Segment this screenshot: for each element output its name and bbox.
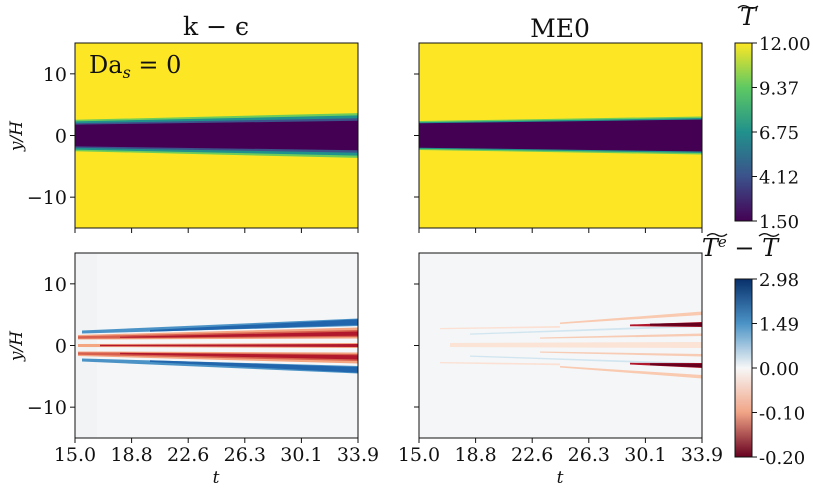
- colorbar-gradient: [734, 278, 753, 458]
- lower-outer-band-core: [150, 360, 358, 373]
- colorbar-tick-label: 2.98: [759, 270, 799, 291]
- colorbar-tick-label: 6.75: [759, 123, 799, 144]
- panel-annotation: Das = 0: [89, 51, 181, 82]
- tilde-mark: [758, 233, 780, 237]
- heatmap-bottom-left: [75, 253, 358, 438]
- y-tick-label: −10: [27, 187, 67, 209]
- lower-outer-streak: [560, 366, 702, 379]
- upper-outer-streak: [560, 311, 702, 324]
- x-tick-label: 33.9: [681, 444, 723, 466]
- y-ticks: 10 0 −10: [27, 64, 75, 209]
- y-axis-label: y/H: [7, 330, 27, 362]
- upper-faint-streak: [440, 326, 560, 330]
- y-tick-label: 0: [55, 336, 67, 358]
- x-tick-label: 30.1: [280, 444, 322, 466]
- jet-core: [419, 119, 702, 152]
- jet-core: [75, 120, 358, 151]
- colorbar-temperature: T 12.00 9.37 6.75 4.12 1.50: [734, 3, 811, 233]
- tilde-mark: [706, 233, 728, 237]
- colorbar-tick-label: 9.37: [759, 79, 799, 100]
- lower-inner-streak: [540, 351, 702, 357]
- lower-outer-band: [82, 358, 358, 374]
- panel-top-left: k − ϵ Das = 0 10 0 −10 y/H: [7, 12, 359, 233]
- colorbar-ticks: 2.98 1.49 0.00 -0.10 -0.20: [752, 270, 805, 469]
- x-tick-label: 15.0: [398, 444, 440, 466]
- colorbar-tick-label: 1.50: [759, 212, 799, 233]
- lower-blue-streak: [470, 355, 702, 365]
- lower-faint-streak: [440, 362, 560, 366]
- x-tick-label: 22.6: [511, 444, 553, 466]
- upper-dark-streak-core: [650, 322, 702, 327]
- panel-bottom-left: 10 0 −10 15.0 18.8 22.6 26.3 30.1 33.9 y/H t: [7, 252, 379, 488]
- tilde-mark: [737, 5, 759, 9]
- lower-inner-band-core: [120, 352, 358, 360]
- x-axis-label: t: [557, 468, 564, 488]
- x-tick-label: 26.3: [224, 444, 266, 466]
- x-ticks: [418, 228, 703, 233]
- x-tick-label: 26.3: [568, 444, 610, 466]
- heatmap-bottom-right: [419, 253, 702, 438]
- x-tick-label: 18.8: [454, 444, 496, 466]
- colorbar-difference: Te − T 2.98 1.49 0.00 -0.10 -0.20: [702, 233, 805, 469]
- colorbar-title: Te − T: [702, 233, 780, 262]
- x-ticks: 15.0 18.8 22.6 26.3 30.1 33.9: [54, 438, 379, 466]
- y-ticks: [414, 73, 419, 198]
- x-tick-label: 30.1: [624, 444, 666, 466]
- x-tick-label: 22.6: [167, 444, 209, 466]
- panel-title: k − ϵ: [183, 12, 249, 41]
- center-faint-band: [450, 342, 702, 348]
- y-tick-label: −10: [27, 397, 67, 419]
- colorbar-gradient: [734, 42, 753, 222]
- colorbar-title: T: [740, 3, 758, 31]
- colorbar-tick-label: -0.20: [759, 448, 805, 469]
- colorbar-tick-label: -0.10: [759, 404, 805, 425]
- y-tick-label: 10: [43, 64, 67, 86]
- x-tick-label: 33.9: [337, 444, 379, 466]
- colorbar-tick-label: 0.00: [759, 359, 799, 380]
- upper-inner-band-core: [120, 331, 358, 338]
- panel-top-right: ME0: [414, 14, 703, 233]
- y-axis-label: y/H: [7, 120, 27, 152]
- colorbar-tick-label: 12.00: [759, 34, 811, 55]
- x-tick-label: 15.0: [54, 444, 96, 466]
- y-ticks: 10 0 −10: [27, 274, 75, 419]
- colorbar-ticks: 12.00 9.37 6.75 4.12 1.50: [752, 34, 811, 233]
- panel-title: ME0: [530, 14, 590, 43]
- colorbar-tick-label: 4.12: [759, 168, 799, 189]
- x-axis-label: t: [213, 468, 220, 488]
- upper-blue-streak: [470, 325, 702, 335]
- x-tick-label: 18.8: [110, 444, 152, 466]
- y-ticks: [414, 283, 419, 408]
- panel-bottom-right: 15.0 18.8 22.6 26.3 30.1 33.9 t: [398, 252, 723, 488]
- colorbar-tick-label: 1.49: [759, 315, 799, 336]
- y-tick-label: 10: [43, 274, 67, 296]
- x-ticks: 15.0 18.8 22.6 26.3 30.1 33.9: [398, 438, 723, 466]
- upper-outer-band-core: [150, 319, 358, 332]
- heatmap-top-left: [75, 43, 358, 228]
- center-band: [100, 344, 358, 347]
- upper-inner-streak: [540, 333, 702, 339]
- x-ticks: [74, 228, 359, 233]
- upper-outer-band: [82, 318, 358, 334]
- lower-dark-streak-core: [650, 363, 702, 368]
- y-tick-label: 0: [55, 126, 67, 148]
- heatmap-top-right: [419, 43, 702, 228]
